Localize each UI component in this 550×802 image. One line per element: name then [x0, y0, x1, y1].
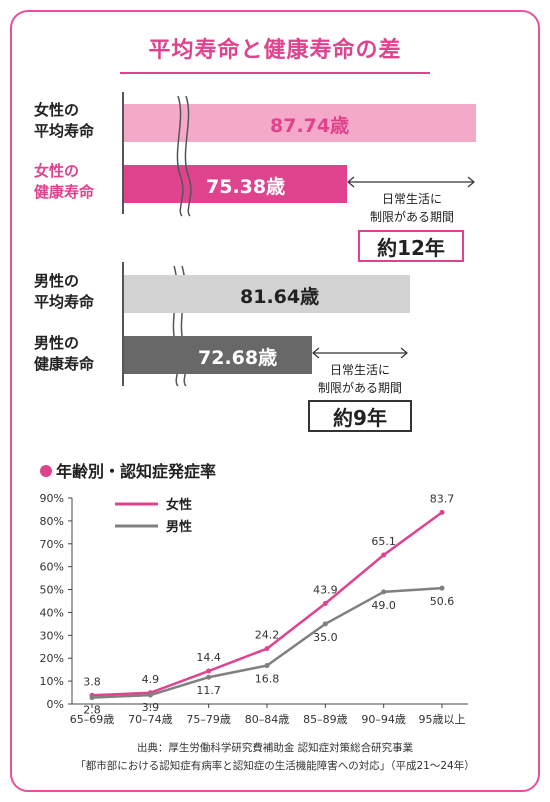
data-label: 16.8: [255, 673, 280, 686]
title-underline: [120, 72, 430, 74]
page-title: 平均寿命と健康寿命の差: [148, 38, 402, 63]
data-point: [147, 692, 153, 698]
female-health-label-line2: 健康寿命: [34, 183, 95, 201]
male-health-label: 男性の 健康寿命: [34, 333, 124, 375]
x-tick-label: 75–79歳: [186, 713, 231, 726]
data-point: [381, 552, 387, 558]
legend-label: 男性: [166, 519, 192, 535]
data-label: 4.9: [142, 673, 160, 686]
page-frame: [10, 10, 540, 792]
y-tick-label: 50%: [40, 584, 64, 597]
y-tick-label: 90%: [40, 492, 64, 505]
chart-title: 年齢別・認知症発症率: [40, 458, 216, 482]
x-tick-label: 95歳以上: [419, 713, 466, 726]
male-health-label-line2: 健康寿命: [34, 355, 95, 373]
data-point: [322, 621, 328, 627]
data-label: 2.8: [83, 704, 101, 717]
data-label: 83.7: [430, 492, 455, 505]
data-label: 3.9: [142, 701, 160, 714]
y-tick-label: 70%: [40, 538, 64, 551]
female-avg-label-line1: 女性の: [34, 101, 80, 119]
data-point: [89, 695, 95, 701]
y-tick-label: 80%: [40, 515, 64, 528]
female-gap-note: 日常生活に 制限がある期間: [356, 190, 468, 226]
source-line-2: 「都市部における認知症有病率と認知症の生活機能障害への対応」（平成21〜24年）: [75, 760, 475, 772]
x-tick-label: 85–89歳: [303, 713, 348, 726]
data-label: 14.4: [196, 651, 221, 664]
data-label: 11.7: [196, 684, 221, 697]
x-tick-label: 70–74歳: [128, 713, 173, 726]
male-avg-bar: [124, 275, 410, 313]
male-gap-box: 約9年: [308, 400, 412, 432]
data-label: 35.0: [313, 631, 338, 644]
source-line-1: 出典：厚生労働科学研究費補助金 認知症対策総合研究事業: [136, 742, 414, 754]
female-health-label-line1: 女性の: [34, 162, 80, 180]
female-health-label: 女性の 健康寿命: [34, 161, 124, 203]
female-gap-arrowhead-right: [467, 176, 475, 188]
data-label: 43.9: [313, 584, 338, 597]
dementia-line-chart: 0% 10% 20% 30% 40% 50% 60% 70% 80% 90% 65–69歳 70–74…: [40, 492, 468, 726]
data-point: [264, 663, 270, 669]
female-health-bar: [124, 165, 347, 203]
female-avg-value: 87.74歳: [270, 115, 350, 137]
male-axis: [122, 262, 124, 386]
female-avg-label: 女性の 平均寿命: [34, 100, 124, 142]
data-label: 50.6: [430, 595, 455, 608]
data-point: [264, 646, 270, 652]
male-gap-note: 日常生活に 制限がある期間: [304, 361, 416, 397]
female-gap-box: 約12年: [358, 230, 464, 262]
data-point: [206, 674, 212, 680]
data-label: 65.1: [371, 535, 396, 548]
data-point: [381, 589, 387, 595]
y-tick-label: 60%: [40, 561, 64, 574]
x-tick-label: 80–84歳: [245, 713, 290, 726]
data-point: [439, 585, 445, 591]
male-avg-label: 男性の 平均寿命: [34, 271, 124, 313]
data-point: [206, 668, 212, 674]
chart-title-text: 年齢別・認知症発症率: [56, 462, 217, 481]
male-avg-label-line2: 平均寿命: [34, 293, 95, 311]
male-gap-arrowhead-right: [400, 347, 408, 359]
y-tick-label: 10%: [40, 675, 64, 688]
y-tick-label: 30%: [40, 629, 64, 642]
female-gap-note-line2: 制限がある期間: [369, 210, 454, 224]
female-axis: [122, 92, 124, 214]
y-tick-label: 20%: [40, 652, 64, 665]
female-gap-note-line1: 日常生活に: [381, 192, 442, 206]
data-point: [322, 601, 328, 607]
data-label: 24.2: [255, 629, 280, 642]
legend-label: 女性: [166, 497, 192, 513]
male-gap-note-line1: 日常生活に: [329, 363, 390, 377]
data-label: 3.8: [83, 675, 101, 688]
female-health-value: 75.38歳: [206, 176, 286, 198]
female-avg-label-line2: 平均寿命: [34, 122, 95, 140]
y-tick-label: 40%: [40, 606, 64, 619]
data-label: 49.0: [371, 599, 396, 612]
male-health-label-line1: 男性の: [34, 334, 80, 352]
male-avg-label-line1: 男性の: [34, 272, 80, 290]
male-avg-value: 81.64歳: [240, 286, 320, 308]
male-health-value: 72.68歳: [198, 347, 278, 369]
bullet-dot-icon: [40, 465, 52, 477]
x-tick-label: 90–94歳: [361, 713, 406, 726]
y-tick-label: 0%: [47, 698, 64, 711]
male-health-bar: [124, 336, 312, 374]
female-axis-break-2: [184, 95, 192, 217]
male-gap-note-line2: 制限がある期間: [317, 381, 402, 395]
x-tick-label: 65–69歳: [70, 713, 115, 726]
data-point: [439, 509, 445, 515]
female-axis-break-1: [176, 95, 184, 217]
male-gap-arrowhead-left: [312, 347, 320, 359]
female-gap-arrowhead-left: [347, 176, 355, 188]
female-avg-bar: [124, 104, 476, 142]
